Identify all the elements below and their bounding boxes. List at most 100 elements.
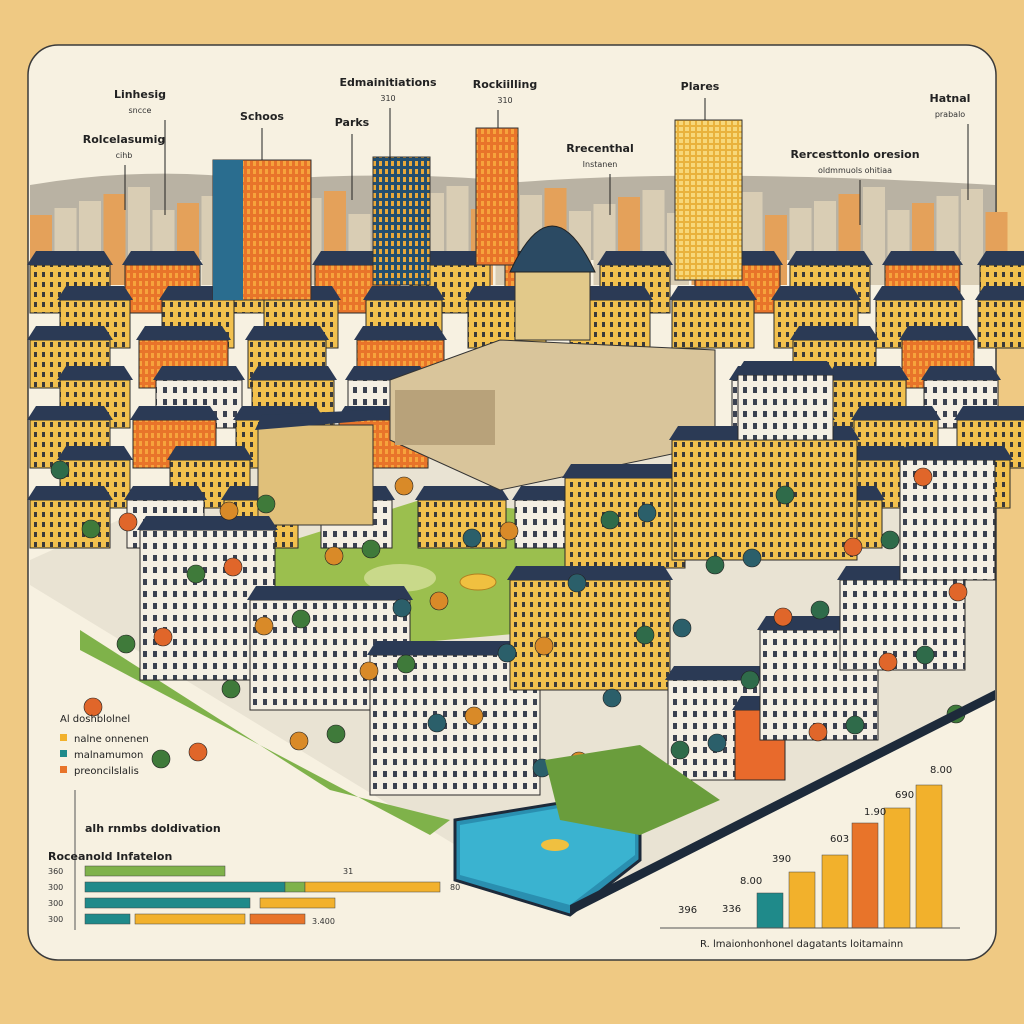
roof: [136, 326, 231, 340]
callout-label: Schoos: [240, 110, 284, 123]
tree: [427, 713, 447, 733]
roof: [899, 326, 977, 340]
roof: [882, 251, 963, 265]
tree: [188, 742, 208, 762]
callout-sublabel: prabalo: [935, 110, 965, 119]
tree: [810, 600, 830, 620]
bar: [756, 892, 784, 929]
tree: [534, 636, 554, 656]
tree: [324, 546, 344, 566]
tree: [880, 530, 900, 550]
building: [671, 299, 755, 349]
value-label: 603: [830, 834, 849, 845]
callout-sublabel: Instanen: [583, 160, 618, 169]
roof: [975, 286, 1024, 300]
tower: [475, 127, 519, 266]
tree: [50, 460, 70, 480]
roof: [921, 366, 1001, 380]
bar: [788, 871, 816, 929]
value-label: 336: [722, 904, 741, 915]
callout-label: Rercesttonlo oresion: [790, 148, 919, 161]
tree: [567, 573, 587, 593]
tree: [637, 503, 657, 523]
bar: [851, 822, 879, 929]
fountain: [459, 573, 497, 591]
tree: [396, 654, 416, 674]
tree: [116, 634, 136, 654]
roof: [124, 486, 207, 500]
roof: [669, 286, 757, 300]
callout-label: Parks: [335, 116, 370, 129]
legend-swatch: [60, 750, 67, 757]
value-label: 390: [772, 854, 791, 865]
legend-swatch: [60, 734, 67, 741]
value-label: 8.00: [740, 876, 762, 887]
callout-label: Linhesig: [114, 88, 166, 101]
bar: [84, 881, 286, 893]
value-label: 8.00: [930, 765, 952, 776]
roof: [363, 286, 445, 300]
roof: [597, 251, 673, 265]
tree: [153, 627, 173, 647]
roof: [249, 366, 337, 380]
roof: [153, 366, 245, 380]
value-label: 1.90: [864, 807, 886, 818]
tree: [151, 749, 171, 769]
legend-item: malnamumon: [74, 750, 143, 761]
tree: [83, 697, 103, 717]
legend-item: preoncilslalis: [74, 766, 139, 777]
tree: [705, 555, 725, 575]
roof: [354, 326, 447, 340]
tree: [219, 501, 239, 521]
tree: [602, 688, 622, 708]
tree: [773, 607, 793, 627]
roof: [130, 406, 219, 420]
tree: [462, 528, 482, 548]
tree: [808, 722, 828, 742]
bar: [84, 897, 251, 909]
callout-sublabel: cihb: [116, 151, 133, 160]
garden: [545, 745, 720, 835]
row-label: 300: [48, 915, 63, 924]
callout-label: Hatnal: [930, 92, 971, 105]
tree: [394, 476, 414, 496]
legend-swatch: [60, 766, 67, 773]
roof: [27, 486, 113, 500]
tower: [372, 156, 431, 286]
building: [671, 439, 858, 561]
tree: [359, 661, 379, 681]
tree: [775, 485, 795, 505]
roof: [27, 406, 113, 420]
lawn: [364, 564, 436, 592]
roof: [954, 406, 1024, 420]
tree: [256, 494, 276, 514]
chart-caption: R. lmaionhonhonel dagatants loitamainn: [700, 939, 903, 950]
tree: [499, 521, 519, 541]
tree: [707, 733, 727, 753]
tree: [81, 519, 101, 539]
bar: [821, 854, 849, 929]
bar: [284, 881, 306, 893]
callout-label: Rockiilling: [473, 78, 537, 91]
float: [541, 839, 569, 851]
callout-label: Rrecenthal: [566, 142, 633, 155]
tree: [186, 564, 206, 584]
tree: [497, 643, 517, 663]
callout-sublabel: sncce: [129, 106, 152, 115]
roof: [247, 586, 413, 600]
row-label: 300: [48, 883, 63, 892]
tree: [913, 467, 933, 487]
roof: [873, 286, 965, 300]
building: [417, 499, 507, 549]
tree: [948, 582, 968, 602]
callout-label: Rolcelasumig: [83, 133, 165, 146]
tree: [740, 670, 760, 690]
value-label: 396: [678, 905, 697, 916]
tree: [326, 724, 346, 744]
legend-title: Al doshblolnel: [60, 714, 130, 725]
roof: [27, 326, 113, 340]
roof: [415, 486, 509, 500]
drum: [514, 269, 591, 341]
